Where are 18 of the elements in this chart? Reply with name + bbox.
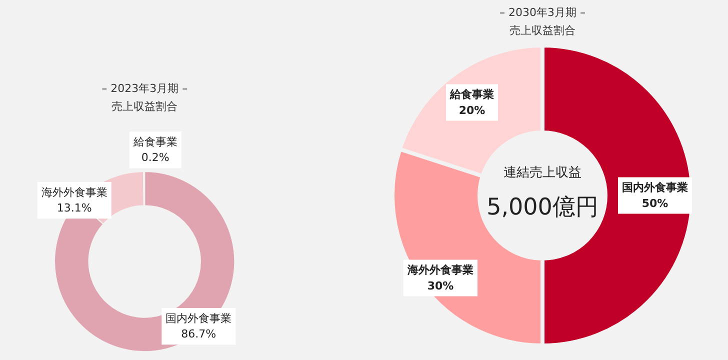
chart-title: – 2030年3月期 – — [500, 6, 586, 19]
data-label: 13.1% — [56, 202, 92, 215]
text: 連結売上収益 — [504, 166, 582, 180]
slice-label: 給食事業 — [132, 136, 178, 149]
text: 5,000億円 — [486, 194, 598, 220]
chart-title: – 2023年3月期 – — [102, 82, 188, 96]
data-label: 0.2% — [141, 151, 170, 164]
data-label: 86.7% — [181, 328, 216, 341]
slice-label: 海外外食事業 — [406, 264, 474, 277]
slice-label: 国内外食事業 — [166, 312, 232, 325]
data-label: 20% — [458, 104, 486, 117]
chart-subtitle: 売上収益割合 — [510, 24, 576, 37]
slice-label: 国内外食事業 — [622, 181, 688, 194]
slice-label: 海外外食事業 — [41, 186, 108, 199]
chart-subtitle: 売上収益割合 — [112, 100, 178, 114]
data-label: 30% — [427, 279, 454, 292]
slice-label: 給食事業 — [449, 88, 494, 102]
data-label: 50% — [642, 196, 668, 210]
